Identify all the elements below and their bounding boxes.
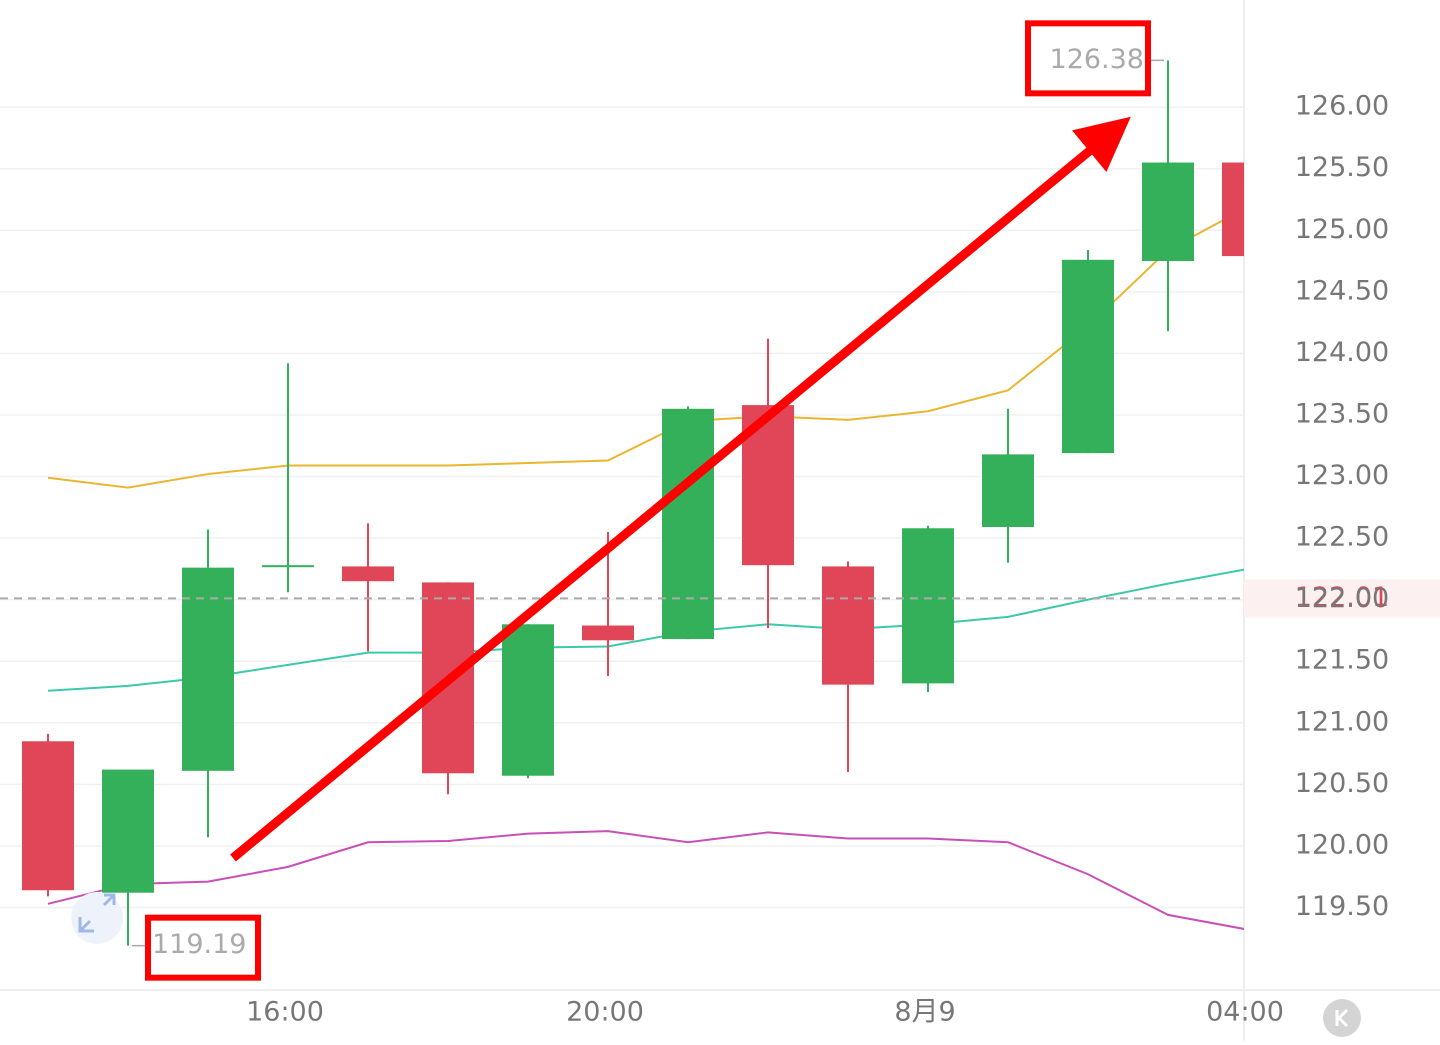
band-line [47, 568, 1244, 692]
max-label: 126.38 [1050, 44, 1144, 75]
kline-icon [1335, 1008, 1349, 1028]
highlight-box [145, 914, 261, 981]
y-tick-label: 125.50 [1295, 152, 1389, 183]
candle-body [1062, 259, 1114, 454]
x-tick-label: 16:00 [246, 997, 324, 1028]
y-tick-label: 123.50 [1295, 398, 1389, 429]
candle-body [1222, 162, 1244, 257]
candle-body [342, 566, 394, 582]
y-tick-label: 121.00 [1295, 706, 1389, 737]
candle-body [822, 566, 874, 685]
y-tick-label: 120.00 [1295, 829, 1389, 860]
y-tick-label: 123.00 [1295, 460, 1389, 491]
y-tick-label: 121.50 [1295, 645, 1389, 676]
last-price-label: 122.01 [1295, 582, 1389, 613]
candle-body [102, 769, 154, 893]
band-line [47, 830, 1244, 930]
candle-body [182, 567, 234, 771]
last-price-bg [1244, 579, 1440, 618]
min-label: 119.19 [152, 929, 246, 960]
candle-body [982, 454, 1034, 528]
x-tick-label: 20:00 [566, 997, 644, 1028]
y-tick-label: 126.00 [1295, 91, 1389, 122]
x-tick-label: 04:00 [1206, 997, 1284, 1028]
y-tick-label: 122.00 [1295, 583, 1389, 614]
y-tick-label: 120.50 [1295, 768, 1389, 799]
candle-body [902, 528, 954, 684]
candle-body [502, 624, 554, 776]
candle-body [262, 565, 314, 568]
candle-body [1142, 162, 1194, 262]
kline-button[interactable] [1323, 999, 1361, 1037]
y-tick-label: 124.00 [1295, 337, 1389, 368]
candle-body [662, 408, 714, 640]
y-tick-label: 125.00 [1295, 214, 1389, 245]
grid [0, 106, 1244, 909]
band-line [47, 207, 1244, 489]
overlay: 122.01 126.38 119.19 [0, 20, 1440, 981]
x-tick-label: 8月9 [894, 997, 955, 1028]
expand-icon [78, 893, 116, 933]
candle-body [582, 625, 634, 641]
y-tick-label: 122.50 [1295, 522, 1389, 553]
y-tick-label: 119.50 [1295, 891, 1389, 922]
candle-body [22, 741, 74, 891]
trend-arrow [230, 116, 1131, 862]
plot [22, 60, 1244, 946]
y-tick-label: 124.50 [1295, 275, 1389, 306]
highlight-box [1025, 20, 1151, 97]
